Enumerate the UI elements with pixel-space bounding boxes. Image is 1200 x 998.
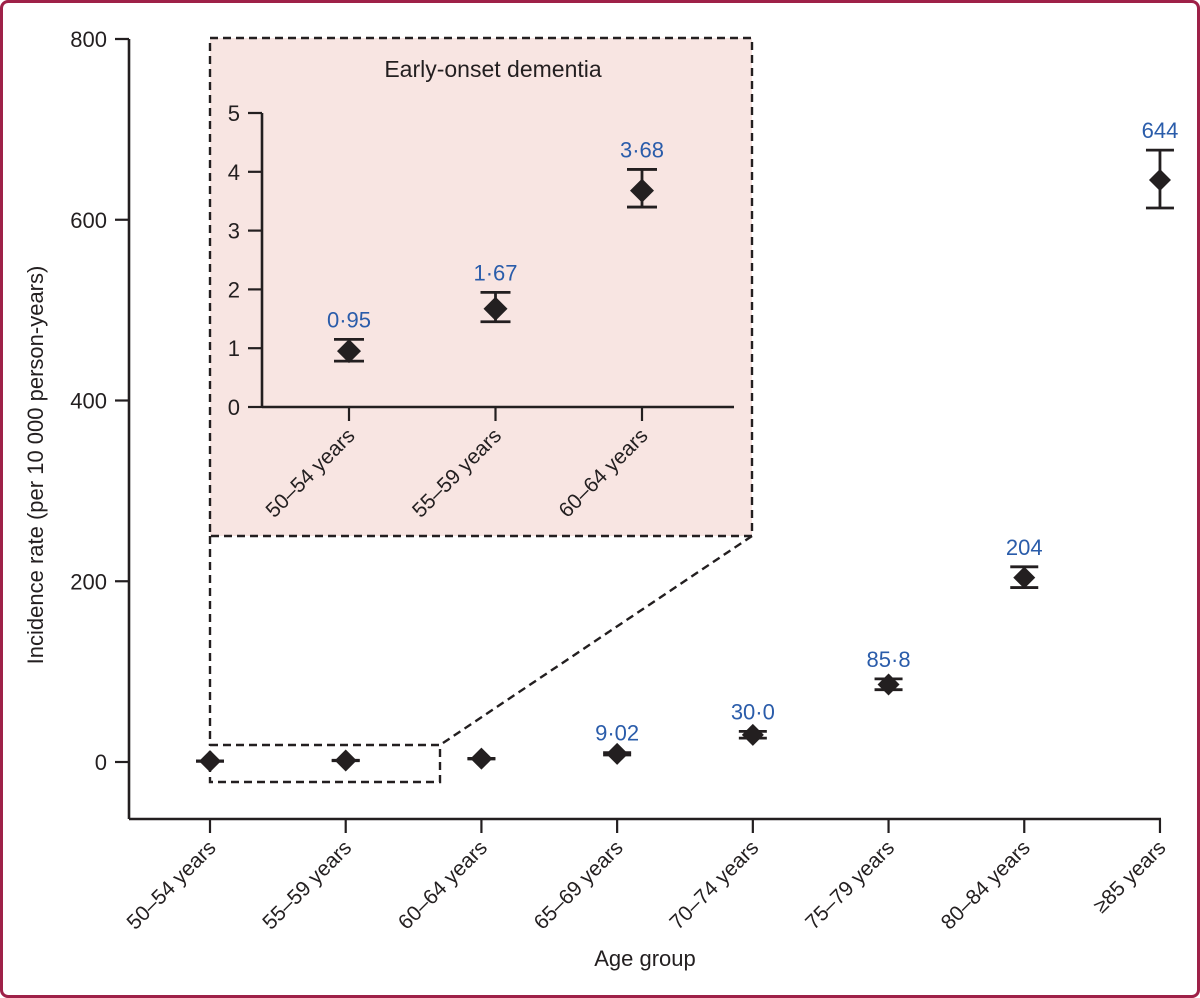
x-tick-label: 50–54 years [123,836,221,934]
inset-data-label: 0·95 [327,307,371,332]
data-point [606,742,629,765]
data-point [1148,168,1171,191]
data-point-group [331,749,360,772]
data-point [334,749,357,772]
inset-y-tick-label: 3 [228,219,240,244]
x-tick-label: 80–84 years [937,836,1035,934]
inset-data-label: 1·67 [473,260,517,285]
data-label: 85·8 [867,647,911,672]
inset-data-point-group: 0·95 [327,307,371,364]
zoom-connector-diagonal [439,535,753,746]
y-tick-label: 600 [70,208,107,233]
x-tick-label: 75–79 years [801,836,899,934]
data-point-group [196,750,224,773]
inset-data-label: 3·68 [620,137,664,162]
inset-y-tick-label: 5 [228,101,240,126]
data-label: 30·0 [731,699,775,724]
zoom-region-connectors [208,36,754,784]
data-point-group [467,747,496,770]
x-tick-label: 70–74 years [665,836,763,934]
y-tick-label: 200 [70,569,107,594]
data-point [199,750,221,773]
inset-data-point-group: 3·68 [620,137,664,209]
inset-y-tick-label: 2 [228,277,240,302]
inset-data-point [483,296,508,321]
zoom-source-box [208,743,442,784]
y-tick-label: 800 [70,27,107,52]
data-point-group: 30·0 [731,699,775,746]
inset-data-point [630,178,654,203]
data-point [741,723,764,746]
inset-y-tick-label: 0 [228,395,240,420]
zoom-inset-panel [208,36,754,538]
inset-data-point-group: 1·67 [473,260,518,324]
data-point [877,673,900,696]
data-point-group: 85·8 [867,647,911,696]
data-label: 9·02 [595,721,639,746]
data-point [470,747,493,770]
inset-y-tick-label: 4 [228,160,240,185]
data-point-group: 9·02 [595,721,639,765]
y-tick-label: 0 [95,750,107,775]
x-tick-label: 60–64 years [394,836,492,934]
data-point-group: 204 [1006,535,1043,589]
data-label: 204 [1006,535,1043,560]
y-tick-label: 400 [70,389,107,414]
x-tick-label: ≥85 years [1089,836,1170,917]
data-point [1013,566,1036,589]
x-tick-label: 65–69 years [530,836,628,934]
x-axis-title: Age group [594,946,696,971]
incidence-rate-chart: 0 1 2 3 4 5 50–54 years 55–59 years 60–64 years 0… [23,27,1179,971]
inset-data-point [337,339,361,364]
y-axis-title: Incidence rate (per 10 000 person-years) [23,266,48,665]
x-tick-label: 55–59 years [258,836,356,934]
data-label: 644 [1142,118,1179,143]
inset-title: Early-onset dementia [384,56,602,82]
data-point-group: 644 [1142,118,1179,210]
inset-y-tick-label: 1 [228,336,240,361]
